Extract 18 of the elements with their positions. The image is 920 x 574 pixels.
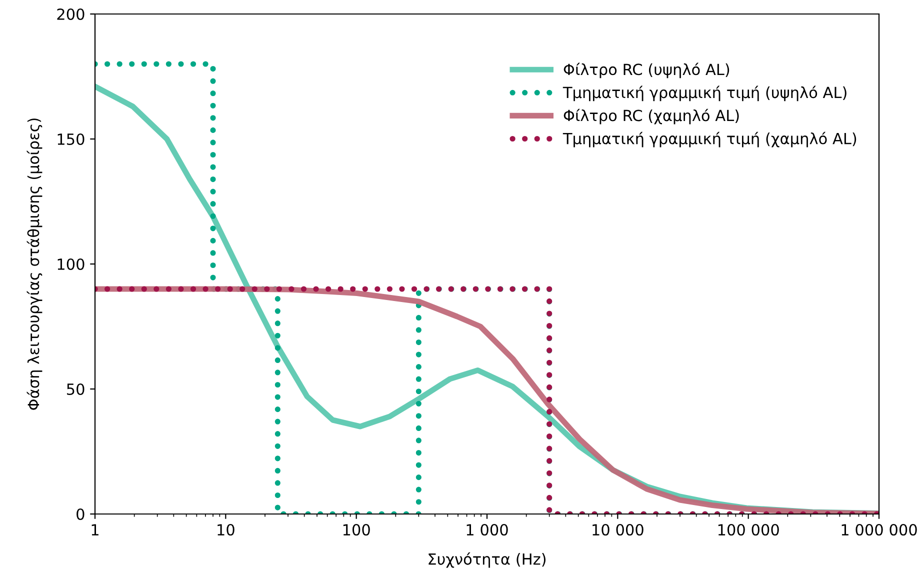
legend-label: Φίλτρο RC (χαμηλό AL) [564, 108, 739, 124]
y-tick-label: 100 [58, 258, 84, 270]
x-tick-label: 10 000 [592, 524, 644, 536]
y-axis-title: Φάση λειτουργίας στάθμισης (μοίρες) [26, 118, 42, 410]
legend-label: Τμηματική γραμμική τιμή (υψηλό AL) [562, 86, 846, 102]
x-tick-label: 10 [218, 524, 234, 536]
x-tick-label: 100 [343, 524, 370, 536]
x-tick-label: 1 [92, 524, 98, 536]
legend-label: Φίλτρο RC (υψηλό AL) [564, 62, 730, 78]
y-tick-label: 150 [58, 133, 84, 146]
legend-label: Τμηματική γραμμική τιμή (χαμηλό AL) [562, 132, 856, 148]
y-tick-label: 200 [57, 8, 84, 20]
x-tick-label: 1 000 [466, 524, 508, 536]
x-axis-title: Συχνότητα (Hz) [428, 552, 546, 568]
y-tick-label: 0 [76, 508, 84, 520]
x-tick-label: 1 000 000 [842, 524, 917, 536]
y-tick-label: 50 [67, 383, 84, 396]
x-tick-label: 100 000 [718, 524, 779, 536]
